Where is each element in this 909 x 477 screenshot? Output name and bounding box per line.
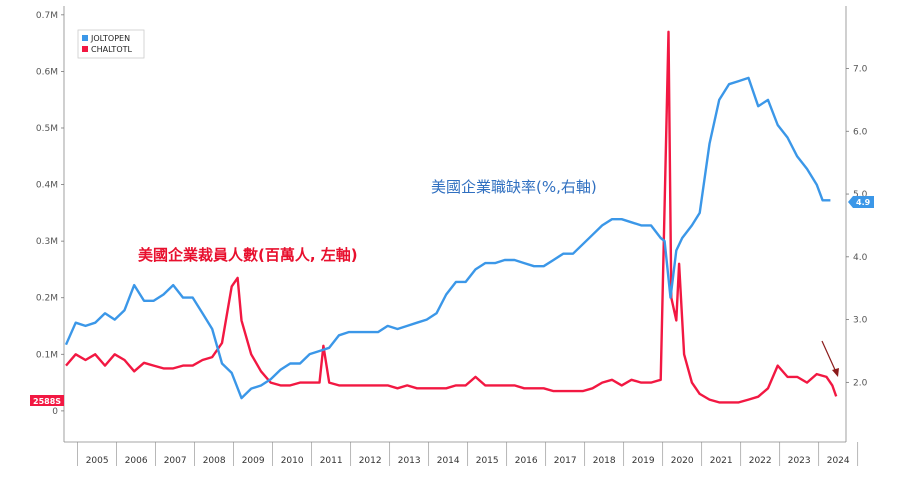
- right-tick-label: 6.0: [853, 127, 868, 137]
- left-tick-label: 0.6M: [36, 67, 58, 77]
- legend: JOLTOPEN CHALTOTL: [77, 29, 145, 59]
- right-tick-label: 7.0: [853, 64, 868, 74]
- x-axis-ticks: 2005 2006 2007 2008 2009 2010 2011 2012 2013 2014…: [86, 456, 850, 466]
- right-tick-label: 4.0: [853, 253, 868, 263]
- x-tick-label: 2019: [632, 456, 655, 466]
- x-tick-label: 2022: [749, 456, 772, 466]
- left-tick-label: 0.5M: [36, 124, 58, 134]
- plot-frame: [63, 6, 847, 443]
- x-tick-label: 2017: [554, 456, 577, 466]
- series-lines: [64, 30, 838, 404]
- x-tick-label: 2008: [203, 456, 226, 466]
- left-tick-label: 0.7M: [36, 11, 58, 21]
- right-tick-label: 2.0: [853, 378, 868, 388]
- x-tick-label: 2023: [788, 456, 811, 466]
- left-tick-label: 0.2M: [36, 294, 58, 304]
- x-tick-label: 2011: [320, 456, 343, 466]
- x-tick-label: 2021: [710, 456, 733, 466]
- legend-swatch-chaltotl: [82, 46, 88, 52]
- x-tick-label: 2020: [671, 456, 694, 466]
- x-tick-label: 2018: [593, 456, 616, 466]
- openings-annotation: 美國企業職缺率(%,右軸): [431, 178, 597, 196]
- legend-label-chaltotl: CHALTOTL: [91, 45, 133, 54]
- trend-arrow: [821, 340, 839, 377]
- x-tick-label: 2016: [515, 456, 538, 466]
- right-last-value-tag: 4.9: [848, 196, 874, 208]
- legend-label-joltopen: JOLTOPEN: [90, 34, 130, 43]
- x-tick-label: 2015: [476, 456, 499, 466]
- right-tick-label: 5.0: [853, 190, 868, 200]
- x-tick-label: 2014: [437, 456, 460, 466]
- x-tick-label: 2007: [164, 456, 187, 466]
- right-last-value-text: 4.9: [856, 198, 871, 207]
- left-last-value-tag: 2588S: [30, 395, 64, 406]
- x-tick-label: 2006: [125, 456, 148, 466]
- left-tick-label: 0.3M: [36, 237, 58, 247]
- right-axis-ticks: 2.0 3.0 4.0 5.0 6.0 7.0: [846, 64, 868, 388]
- legend-swatch-joltopen: [82, 35, 88, 41]
- left-last-value-text: 2588S: [33, 397, 61, 406]
- x-tick-label: 2010: [281, 456, 304, 466]
- x-tick-label: 2013: [398, 456, 421, 466]
- left-axis-ticks: 0 0.1M 0.2M 0.3M 0.4M 0.5M 0.6M 0.7M: [36, 11, 64, 417]
- left-tick-label: 0: [52, 407, 58, 417]
- x-tick-label: 2012: [359, 456, 382, 466]
- x-tick-label: 2009: [242, 456, 265, 466]
- right-tick-label: 3.0: [853, 316, 868, 326]
- left-tick-label: 0.4M: [36, 181, 58, 191]
- x-tick-label: 2024: [827, 456, 850, 466]
- layoffs-annotation: 美國企業裁員人數(百萬人, 左軸): [138, 246, 358, 264]
- gridlines: [77, 442, 859, 466]
- series-line-joltopen: [64, 76, 831, 400]
- series-line-chaltotl: [65, 30, 838, 404]
- x-tick-label: 2005: [86, 456, 109, 466]
- left-tick-label: 0.1M: [36, 350, 58, 360]
